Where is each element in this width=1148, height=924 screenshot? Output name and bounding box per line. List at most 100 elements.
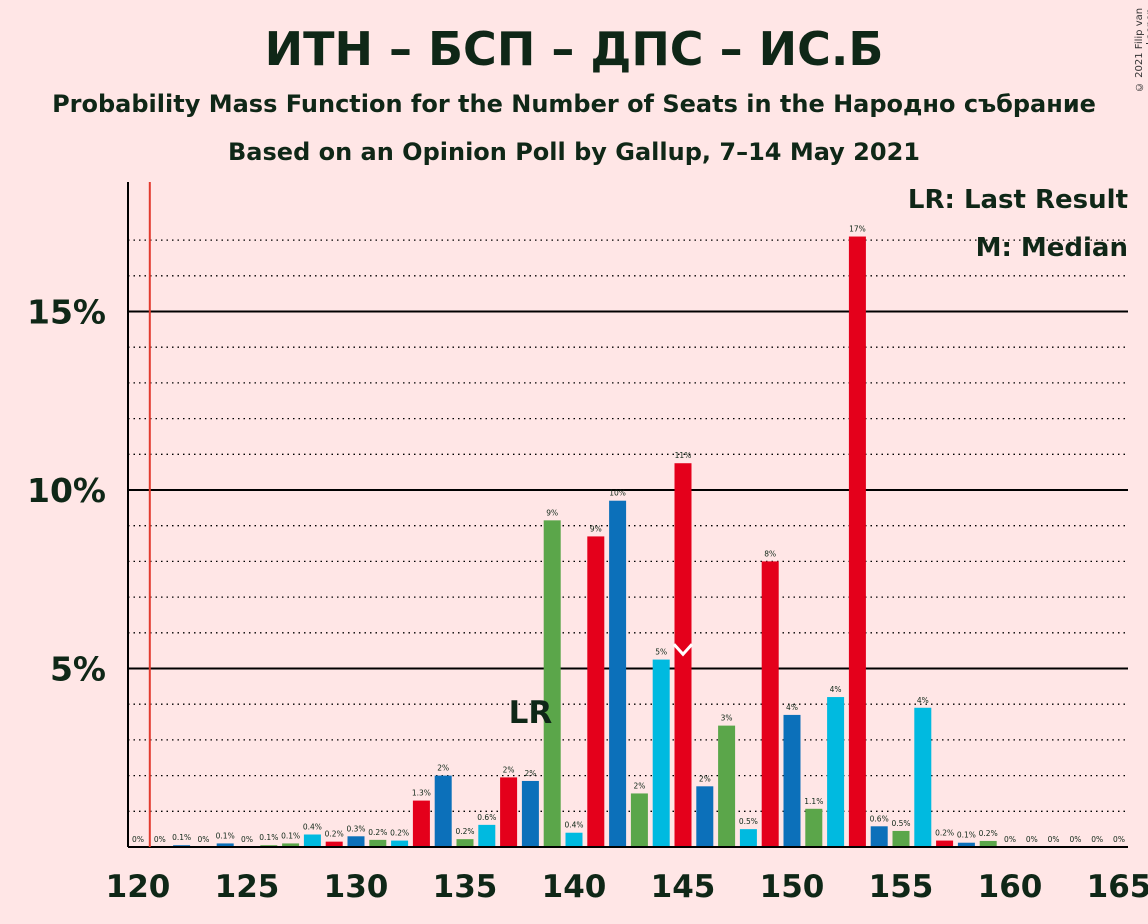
bar-label-127: 0.1% xyxy=(281,831,300,840)
x-tick-125: 125 xyxy=(215,869,280,905)
bar-label-130: 0.3% xyxy=(346,824,365,833)
axes xyxy=(127,182,1128,848)
bar-label-120: 0% xyxy=(132,835,144,844)
bar-seat-155 xyxy=(892,830,910,847)
bar-label-165: 0% xyxy=(1113,835,1125,844)
bar-seat-124 xyxy=(216,843,234,847)
legend-last-result: LR: Last Result xyxy=(907,185,1128,215)
x-tick-150: 150 xyxy=(760,869,825,905)
bar-label-164: 0% xyxy=(1091,835,1103,844)
poll-caption: Based on an Opinion Poll by Gallup, 7–14… xyxy=(228,138,920,166)
bar-label-139: 9% xyxy=(546,508,558,517)
bar-label-155: 0.5% xyxy=(891,819,910,828)
x-tick-130: 130 xyxy=(324,869,389,905)
y-tick-10: 10% xyxy=(27,471,106,510)
bar-label-148: 0.5% xyxy=(739,817,758,826)
bar-label-145: 11% xyxy=(675,451,692,460)
bar-label-126: 0.1% xyxy=(259,833,278,842)
bar-seat-130 xyxy=(347,836,365,847)
bar-label-122: 0.1% xyxy=(172,833,191,842)
x-tick-155: 155 xyxy=(869,869,934,905)
bar-seat-140 xyxy=(565,832,583,847)
bar-label-124: 0.1% xyxy=(216,831,235,840)
bar-label-144: 5% xyxy=(655,648,667,657)
chart-title: ИТН – БСП – ДПС – ИС.Б xyxy=(264,22,884,76)
bar-seat-147 xyxy=(718,725,736,847)
bar-label-140: 0.4% xyxy=(564,821,583,830)
bar-label-128: 0.4% xyxy=(303,823,322,832)
bar-seat-144 xyxy=(652,659,670,847)
bar-seat-133 xyxy=(412,800,430,847)
x-tick-140: 140 xyxy=(542,869,607,905)
x-tick-120: 120 xyxy=(106,869,171,905)
bar-seat-135 xyxy=(456,839,474,847)
bar-label-162: 0% xyxy=(1048,835,1060,844)
bar-label-157: 0.2% xyxy=(935,829,954,838)
bar-seat-150 xyxy=(783,714,801,847)
x-tick-165: 165 xyxy=(1087,869,1148,905)
x-tick-145: 145 xyxy=(651,869,716,905)
bar-seat-139 xyxy=(543,520,561,847)
bar-seat-152 xyxy=(827,697,845,847)
bar-label-147: 3% xyxy=(721,714,733,723)
bar-label-142: 10% xyxy=(609,489,626,498)
bar-label-121: 0% xyxy=(154,835,166,844)
bar-label-161: 0% xyxy=(1026,835,1038,844)
bar-label-163: 0% xyxy=(1069,835,1081,844)
bar-seat-132 xyxy=(391,840,409,847)
bar-seat-141 xyxy=(587,536,605,847)
bar-label-138: 2% xyxy=(524,769,536,778)
bar-seat-154 xyxy=(870,826,888,847)
bar-seat-134 xyxy=(434,775,452,847)
bar-label-152: 4% xyxy=(830,685,842,694)
bar-label-149: 8% xyxy=(764,549,776,558)
last-result-marker: LR xyxy=(509,695,553,731)
markers: LR xyxy=(509,643,694,731)
bar-seat-131 xyxy=(369,839,387,847)
bar-label-160: 0% xyxy=(1004,835,1016,844)
bar-label-143: 2% xyxy=(633,781,645,790)
bar-label-141: 9% xyxy=(590,524,602,533)
median-marker xyxy=(672,643,694,657)
bar-label-134: 2% xyxy=(437,764,449,773)
bar-seat-128 xyxy=(303,834,321,847)
bar-seat-158 xyxy=(957,842,975,847)
bar-seat-142 xyxy=(609,500,627,847)
x-tick-135: 135 xyxy=(433,869,498,905)
bar-seat-153 xyxy=(848,236,866,847)
bar-label-156: 4% xyxy=(917,696,929,705)
bar-label-159: 0.2% xyxy=(979,829,998,838)
bar-label-125: 0% xyxy=(241,835,253,844)
bar-label-151: 1.1% xyxy=(804,797,823,806)
bar-seat-151 xyxy=(805,808,823,847)
grid-lines xyxy=(128,239,1128,812)
bar-label-150: 4% xyxy=(786,703,798,712)
bar-seat-156 xyxy=(914,707,932,847)
tick-labels: 120 125 130 135 140 145 150 155 160 165 5% 10% 15% xyxy=(27,293,1148,906)
bar-label-153: 17% xyxy=(849,225,866,234)
bar-label-135: 0.2% xyxy=(455,827,474,836)
bar-seat-127 xyxy=(282,843,300,847)
bar-labels: 0% 0% 0.1% 0% 0.1% 0% 0.1% 0.1%0.4%0.2%0.3% 0.2%… xyxy=(132,225,1125,844)
bar-label-154: 0.6% xyxy=(870,814,889,823)
bar-seat-148 xyxy=(739,829,757,847)
bar-label-131: 0.2% xyxy=(368,828,387,837)
bar-label-136: 0.6% xyxy=(477,813,496,822)
bar-label-137: 2% xyxy=(503,765,515,774)
chart-subtitle: Probability Mass Function for the Number… xyxy=(52,90,1096,118)
bar-seat-138 xyxy=(521,780,539,847)
bar-seat-136 xyxy=(478,824,496,847)
x-tick-160: 160 xyxy=(978,869,1043,905)
bars xyxy=(173,236,997,847)
bar-label-123: 0% xyxy=(197,835,209,844)
bar-seat-129 xyxy=(325,841,343,847)
bar-label-133: 1.3% xyxy=(412,789,431,798)
bar-label-129: 0.2% xyxy=(325,830,344,839)
y-tick-5: 5% xyxy=(50,650,106,689)
bar-seat-137 xyxy=(500,777,518,847)
y-tick-15: 15% xyxy=(27,293,106,332)
bar-seat-159 xyxy=(979,840,997,847)
bar-seat-157 xyxy=(936,840,954,847)
bar-seat-146 xyxy=(696,786,714,847)
